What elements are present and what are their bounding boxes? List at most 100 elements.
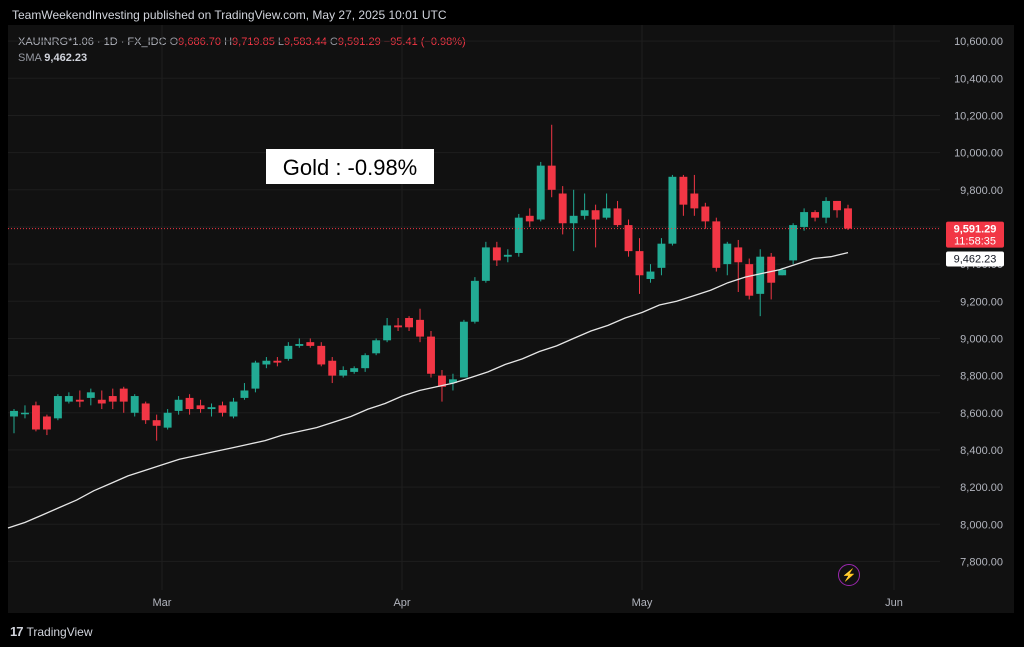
candle-body <box>152 420 161 426</box>
candle-body <box>42 416 51 430</box>
candle-body <box>53 396 62 419</box>
candle-body <box>75 399 84 402</box>
candle-body <box>86 392 95 398</box>
candle-body <box>295 344 304 346</box>
candle-body <box>558 193 567 224</box>
candle-body <box>811 212 820 218</box>
candle-body <box>668 176 677 244</box>
candle-body <box>657 243 666 268</box>
y-tick-label: 8,600.00 <box>960 408 1003 420</box>
candle-body <box>470 280 479 322</box>
candle-body <box>778 269 787 276</box>
candle-body <box>844 208 852 229</box>
candle-body <box>789 225 798 261</box>
countdown-label: 11:58:35 <box>954 236 996 248</box>
candle-body <box>701 206 710 222</box>
open-label: O <box>169 36 179 48</box>
candle-body <box>635 251 644 276</box>
y-tick-label: 8,400.00 <box>960 445 1003 457</box>
candle-body <box>624 225 633 252</box>
candle-body <box>97 399 106 404</box>
open-value: 9,686.70 <box>178 36 221 48</box>
candle-body <box>284 345 293 359</box>
y-tick-label: 7,800.00 <box>960 556 1003 568</box>
candle-body <box>64 396 73 402</box>
candle-body <box>591 210 600 220</box>
candle-body <box>833 200 841 211</box>
candle-body <box>503 254 512 257</box>
candle-body <box>10 410 18 417</box>
candle-body <box>361 355 370 369</box>
candle-body <box>481 247 490 281</box>
candle-body <box>31 405 40 430</box>
x-tick-label: Jun <box>885 597 903 609</box>
high-value: 9,719.85 <box>232 36 275 48</box>
candle-body <box>229 401 238 417</box>
sma-price-label: 9,462.23 <box>954 254 997 266</box>
candle-body <box>240 390 249 398</box>
candle-body <box>262 360 271 365</box>
candle-body <box>108 396 117 402</box>
candle-body <box>438 375 446 387</box>
x-tick-label: Apr <box>393 597 410 609</box>
candle-body <box>427 336 435 374</box>
symbol-name[interactable]: XAUINRG*1.06 · 1D · FX_IDC <box>18 36 167 48</box>
candle-body <box>174 399 183 411</box>
candle-body <box>646 271 655 279</box>
candle-body <box>448 379 457 384</box>
candle-body <box>372 340 381 354</box>
x-tick-label: May <box>632 597 653 609</box>
candle-body <box>163 412 172 428</box>
candle-body <box>383 325 392 341</box>
candle-body <box>767 256 776 283</box>
candle-body <box>756 256 765 294</box>
candle-body <box>492 247 501 261</box>
y-tick-label: 10,200.00 <box>954 110 1003 122</box>
sma-value: 9,462.23 <box>44 52 88 64</box>
chart-pane[interactable] <box>8 25 1014 613</box>
low-value: 9,583.44 <box>284 36 327 48</box>
candle-body <box>218 405 227 413</box>
candle-body <box>141 403 150 421</box>
y-tick-label: 9,200.00 <box>960 296 1003 308</box>
y-tick-label: 8,000.00 <box>960 519 1003 531</box>
last-price-label: 9,591.29 <box>954 224 997 236</box>
annotation-box <box>266 149 434 184</box>
candle-body <box>602 208 611 218</box>
candle-body <box>613 208 622 226</box>
candle-body <box>339 370 348 376</box>
tradingview-footer[interactable]: 17 TradingView <box>10 624 93 639</box>
candle-body <box>712 221 721 268</box>
candle-body <box>734 247 743 263</box>
change-value: −95.41 (−0.98%) <box>383 36 466 48</box>
candle-body <box>306 342 315 346</box>
candle-body <box>207 407 216 410</box>
candle-body <box>800 212 809 227</box>
annotation-text: Gold : -0.98% <box>283 155 418 180</box>
sma-label: SMA <box>18 52 42 64</box>
close-label: C <box>329 36 338 48</box>
y-tick-label: 9,800.00 <box>960 185 1003 197</box>
y-tick-label: 10,400.00 <box>954 73 1003 85</box>
lightning-icon[interactable]: ⚡ <box>838 564 860 586</box>
high-label: H <box>224 36 233 48</box>
y-tick-label: 8,800.00 <box>960 371 1003 383</box>
sma-legend[interactable]: SMA 9,462.23 <box>18 52 87 64</box>
candle-body <box>745 264 754 296</box>
y-tick-label: 9,000.00 <box>960 333 1003 345</box>
candle-body <box>185 397 194 410</box>
y-tick-label: 10,600.00 <box>954 36 1003 48</box>
candle-body <box>525 215 534 222</box>
tradingview-brand: TradingView <box>26 624 93 639</box>
candle-body <box>21 412 29 415</box>
symbol-legend[interactable]: XAUINRG*1.06 · 1D · FX_IDC O9,686.70 H9,… <box>18 36 466 48</box>
sma-line <box>7 251 849 529</box>
candle-body <box>273 360 282 363</box>
low-label: L <box>277 36 285 48</box>
candle-body <box>350 368 359 372</box>
candle-body <box>459 321 468 378</box>
publish-header: TeamWeekendInvesting published on Tradin… <box>12 8 447 22</box>
tradingview-logo: 17 <box>10 624 24 639</box>
candle-body <box>130 396 139 413</box>
